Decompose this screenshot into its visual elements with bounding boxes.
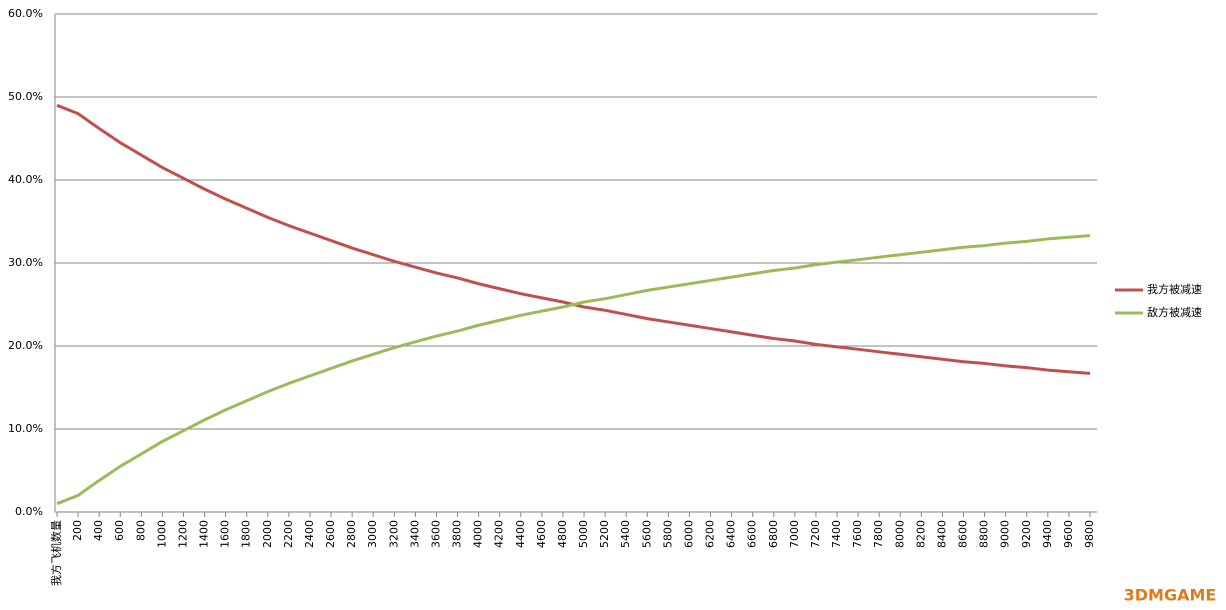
x-tick-label: 6800 (767, 520, 780, 548)
x-tick-label: 1400 (198, 520, 211, 548)
x-tick-label: 1200 (176, 520, 189, 548)
x-tick-label: 7800 (872, 520, 885, 548)
x-tick-label: 4600 (535, 520, 548, 548)
legend-label: 我方被减速 (1147, 282, 1202, 296)
x-tick-label: 3000 (366, 520, 379, 548)
x-tick-label: 3800 (451, 520, 464, 548)
y-tick-label: 60.0% (8, 7, 43, 20)
x-tick-label: 800 (134, 520, 147, 541)
x-tick-label: 3600 (429, 520, 442, 548)
x-tick-label: 8600 (957, 520, 970, 548)
x-tick-label: 9600 (1062, 520, 1075, 548)
x-tick-label: 5800 (661, 520, 674, 548)
x-tick-label: 8400 (935, 520, 948, 548)
x-tick-label: 5200 (598, 520, 611, 548)
x-tick-label: 7000 (788, 520, 801, 548)
x-tick-label: 9200 (1020, 520, 1033, 548)
x-tick-label: 我方飞机数量 (49, 520, 63, 586)
watermark: 3DMGAME (1124, 586, 1217, 605)
x-tick-label: 2200 (282, 520, 295, 548)
legend-label: 敌方被减速 (1147, 305, 1202, 319)
x-tick-label: 6000 (682, 520, 695, 548)
x-tick-label: 7600 (851, 520, 864, 548)
x-tick-label: 400 (92, 520, 105, 541)
x-tick-label: 600 (113, 520, 126, 541)
x-tick-label: 4200 (493, 520, 506, 548)
x-tick-label: 9000 (999, 520, 1012, 548)
x-tick-label: 5600 (640, 520, 653, 548)
x-tick-label: 6400 (725, 520, 738, 548)
x-tick-label: 4000 (472, 520, 485, 548)
x-tick-label: 9800 (1083, 520, 1096, 548)
y-tick-label: 0.0% (15, 505, 43, 518)
x-tick-label: 6600 (746, 520, 759, 548)
x-tick-label: 2800 (345, 520, 358, 548)
x-tick-label: 7400 (830, 520, 843, 548)
x-tick-label: 2400 (303, 520, 316, 548)
x-tick-label: 4800 (556, 520, 569, 548)
x-tick-label: 8800 (978, 520, 991, 548)
x-tick-label: 2600 (324, 520, 337, 548)
x-tick-label: 3200 (387, 520, 400, 548)
x-tick-label: 4400 (514, 520, 527, 548)
y-tick-label: 20.0% (8, 339, 43, 352)
x-tick-label: 9400 (1041, 520, 1054, 548)
y-tick-label: 40.0% (8, 173, 43, 186)
series-line (56, 234, 1091, 506)
x-tick-label: 3400 (408, 520, 421, 548)
y-tick-label: 30.0% (8, 256, 43, 269)
x-tick-label: 6200 (704, 520, 717, 548)
x-tick-label: 5000 (577, 520, 590, 548)
x-tick-label: 5400 (619, 520, 632, 548)
x-tick-label: 8000 (893, 520, 906, 548)
y-tick-label: 50.0% (8, 90, 43, 103)
series-line (56, 103, 1091, 375)
x-tick-label: 1000 (155, 520, 168, 548)
x-tick-label: 7200 (809, 520, 822, 548)
x-tick-label: 8200 (914, 520, 927, 548)
x-tick-label: 1600 (219, 520, 232, 548)
x-tick-label: 1800 (240, 520, 253, 548)
x-tick-label: 200 (71, 520, 84, 541)
x-tick-label: 2000 (261, 520, 274, 548)
y-tick-label: 10.0% (8, 422, 43, 435)
